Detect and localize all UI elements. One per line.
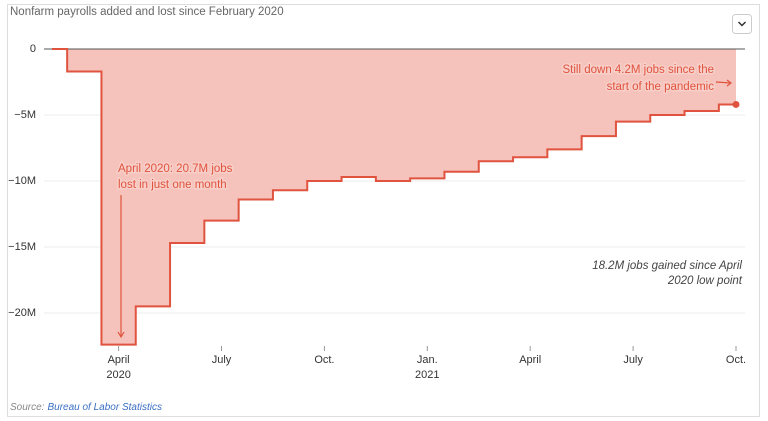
y-tick-label: 0: [30, 43, 36, 55]
y-tick-label: −20M: [8, 307, 36, 319]
annotation: lost in just one month: [118, 179, 227, 191]
end-dot: [732, 100, 740, 108]
note: 2020 low point: [667, 275, 743, 287]
source: Source: Bureau of Labor Statistics: [10, 402, 162, 413]
annotation: April 2020: 20.7M jobs: [118, 163, 233, 175]
x-tick-label: April: [519, 354, 541, 366]
x-tick-label: Jan.: [417, 354, 438, 366]
source-label: Source:: [10, 402, 45, 413]
y-tick-label: −5M: [14, 109, 36, 121]
annotation-arrow: [117, 195, 125, 339]
annotation-arrow: [715, 79, 732, 87]
note: 18.2M jobs gained since April: [592, 260, 742, 272]
step-line: [52, 48, 736, 346]
x-tick-label: Oct.: [314, 354, 334, 366]
area: [52, 49, 736, 345]
source-link[interactable]: Bureau of Labor Statistics: [47, 402, 162, 413]
x-tick-year: 2020: [106, 369, 130, 381]
plot: 0 −5M −10M −15M −20M April July Oct. Jan. April Ju…: [8, 43, 746, 381]
menu-button[interactable]: [732, 14, 752, 34]
y-tick-label: −10M: [8, 175, 36, 187]
x-tick-label: July: [212, 354, 232, 366]
annotation: Still down 4.2M jobs since the: [563, 64, 715, 76]
y-tick-label: −15M: [8, 241, 36, 253]
chart-title: Nonfarm payrolls added and lost since Fe…: [10, 6, 284, 18]
x-tick-label: July: [623, 354, 643, 366]
menu-chevron: [737, 21, 747, 27]
annotation: start of the pandemic: [607, 81, 715, 93]
menu-box[interactable]: [732, 14, 752, 34]
x-tick-year: 2021: [415, 369, 439, 381]
x-tick-label: April: [108, 354, 130, 366]
x-tick-label: Oct.: [726, 354, 746, 366]
